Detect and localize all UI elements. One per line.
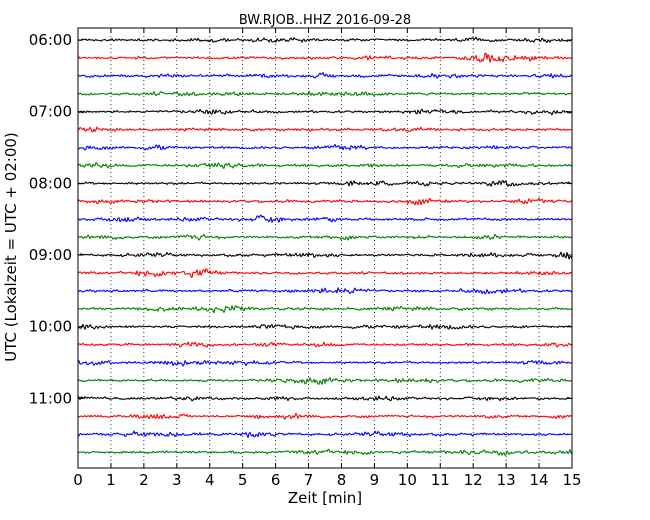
- x-tick-label: 14: [530, 471, 549, 489]
- trace-0730: [77, 143, 573, 151]
- chart-title: BW.RJOB..HHZ 2016-09-28: [239, 13, 411, 28]
- x-tick-label: 15: [562, 471, 581, 489]
- trace-1045: [77, 377, 573, 385]
- trace-0645: [77, 90, 573, 97]
- x-axis-label: Zeit [min]: [288, 489, 362, 507]
- trace-0715: [77, 126, 573, 133]
- trace-0615: [77, 52, 573, 63]
- trace-0815: [77, 197, 573, 206]
- y-tick-label: 10:00: [29, 318, 72, 336]
- trace-0845: [77, 233, 573, 241]
- grid-lines: [110, 28, 540, 468]
- x-tick-label: 6: [271, 471, 281, 489]
- trace-0800: [77, 179, 573, 187]
- y-tick-label: 08:00: [29, 174, 72, 192]
- trace-1000: [77, 323, 573, 330]
- plot-frame: [77, 27, 573, 469]
- trace-0930: [77, 287, 573, 295]
- trace-1130: [77, 430, 573, 439]
- y-tick-label: 11:00: [29, 389, 72, 407]
- y-tick-label: 06:00: [29, 31, 72, 49]
- y-tick-label: 09:00: [29, 246, 72, 264]
- x-tick-label: 12: [464, 471, 483, 489]
- trace-0600: [77, 36, 573, 43]
- trace-1145: [77, 448, 573, 456]
- trace-1030: [77, 359, 573, 367]
- trace-0745: [77, 162, 573, 169]
- x-tick-label: 7: [304, 471, 314, 489]
- x-tick-label: 10: [398, 471, 417, 489]
- x-tick-label: 0: [73, 471, 83, 489]
- trace-0945: [77, 305, 573, 314]
- trace-0900: [77, 251, 573, 260]
- y-tick-label: 07:00: [29, 103, 72, 121]
- x-tick-label: 2: [139, 471, 149, 489]
- x-tick-label: 3: [172, 471, 182, 489]
- y-axis-ticks: 06:00 07:00 08:00 09:00 10:00 11:00: [29, 31, 572, 407]
- trace-1015: [77, 341, 573, 348]
- y-axis-label: UTC (Lokalzeit = UTC + 02:00): [2, 132, 20, 362]
- x-tick-label: 9: [370, 471, 380, 489]
- trace-0915: [77, 268, 573, 279]
- x-tick-label: 13: [497, 471, 516, 489]
- trace-0700: [77, 108, 573, 116]
- trace-0630: [77, 72, 573, 79]
- seismic-traces: [77, 36, 573, 456]
- x-tick-label: 4: [205, 471, 215, 489]
- trace-1115: [77, 412, 573, 420]
- x-tick-label: 1: [106, 471, 116, 489]
- trace-1100: [77, 395, 573, 402]
- x-tick-label: 11: [431, 471, 450, 489]
- trace-0830: [77, 214, 573, 223]
- x-tick-label: 5: [238, 471, 248, 489]
- x-tick-label: 8: [337, 471, 347, 489]
- x-axis-ticks: 0 1 2 3 4 5 6 7 8 9 10 11 12 13 14 15: [73, 28, 582, 489]
